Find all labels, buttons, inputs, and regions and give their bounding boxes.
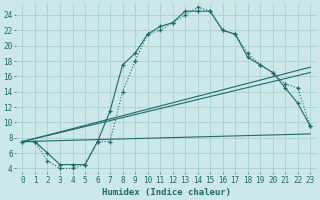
X-axis label: Humidex (Indice chaleur): Humidex (Indice chaleur) — [102, 188, 231, 197]
